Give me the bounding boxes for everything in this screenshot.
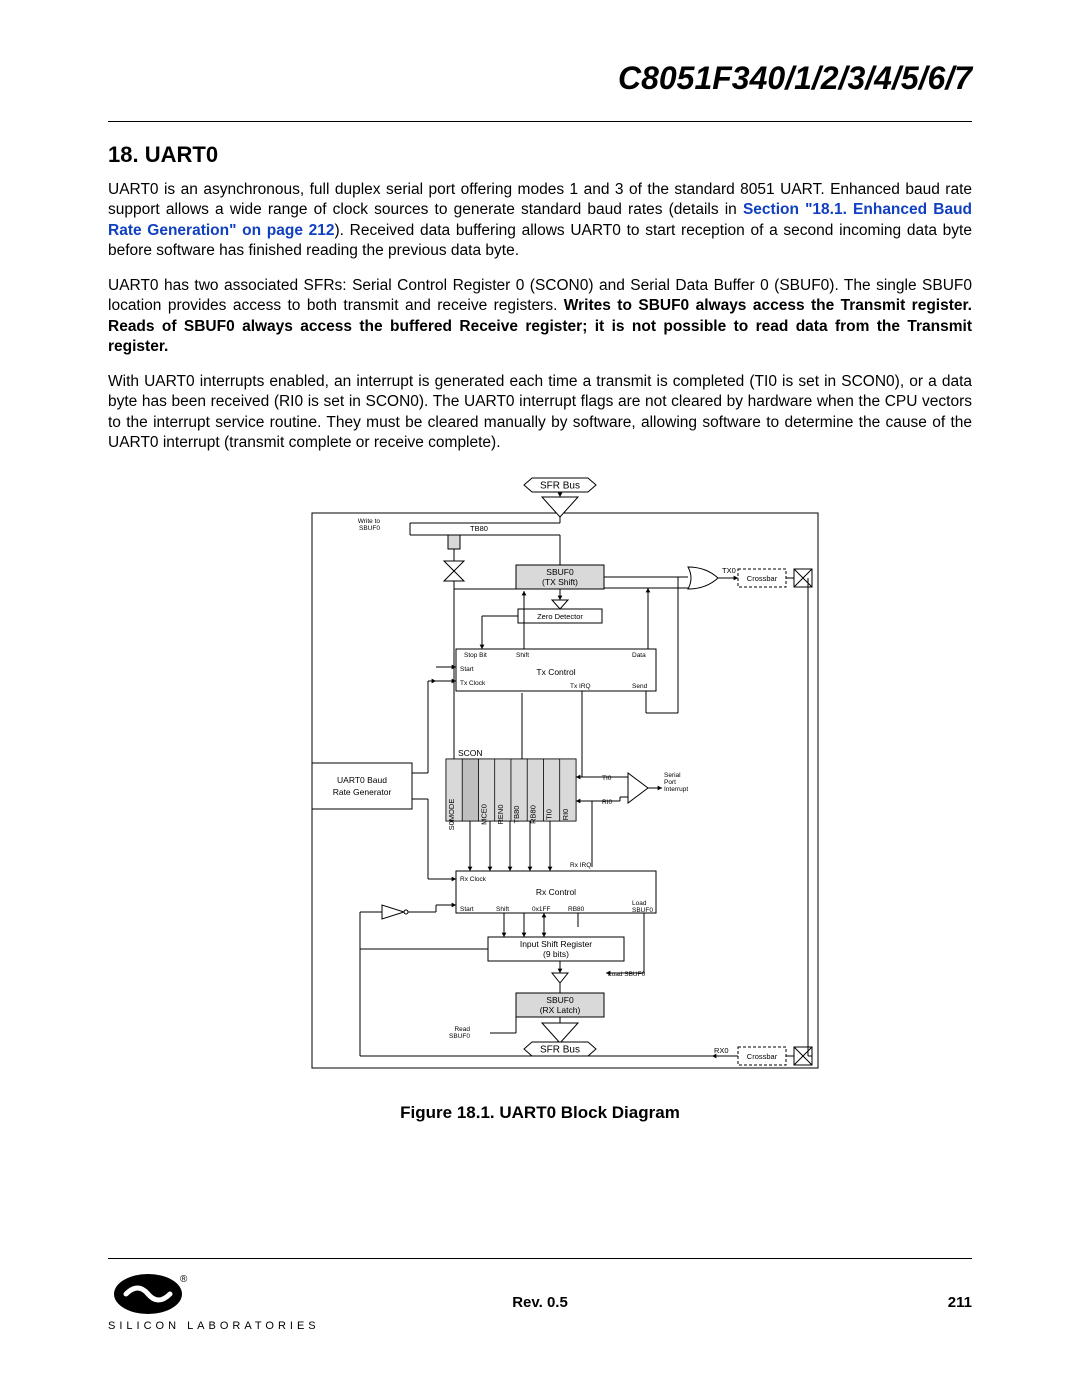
uart-block-diagram: SFR BusWrite toSBUF0TB80SBUF0(TX Shift)Z… [260,473,820,1093]
paragraph-3: With UART0 interrupts enabled, an interr… [108,372,972,454]
svg-text:TB80: TB80 [512,806,521,824]
svg-text:TI0: TI0 [545,810,554,821]
svg-text:SBUF0: SBUF0 [449,1033,470,1040]
svg-text:(9 bits): (9 bits) [543,949,569,959]
top-rule [108,121,972,122]
svg-text:UART0 Baud: UART0 Baud [337,775,387,785]
svg-text:(TX Shift): (TX Shift) [542,577,578,587]
figure-caption: Figure 18.1. UART0 Block Diagram [108,1103,972,1123]
svg-text:Rx IRQ: Rx IRQ [570,862,591,869]
svg-text:SFR Bus: SFR Bus [540,1045,580,1056]
paragraph-1: UART0 is an asynchronous, full duplex se… [108,180,972,262]
svg-text:Rx Clock: Rx Clock [460,876,487,883]
section-number: 18. [108,142,139,167]
page-footer: ® SILICON LABORATORIES Rev. 0.5 211 [108,1267,972,1337]
svg-text:Rate Generator: Rate Generator [333,787,392,797]
svg-text:Load SBUF0: Load SBUF0 [608,971,646,978]
svg-text:TI0: TI0 [602,775,612,782]
svg-text:Crossbar: Crossbar [747,574,778,583]
svg-text:MCE0: MCE0 [480,805,489,826]
svg-text:Stop Bit: Stop Bit [464,652,487,659]
svg-text:SBUF0: SBUF0 [632,907,653,914]
svg-text:®: ® [180,1274,188,1285]
logo-icon: ® [108,1272,188,1316]
svg-text:SBUF0: SBUF0 [546,995,574,1005]
svg-text:RB80: RB80 [568,906,585,913]
svg-text:Crossbar: Crossbar [747,1052,778,1061]
svg-text:Start: Start [460,906,474,913]
svg-text:Input Shift Register: Input Shift Register [520,939,592,949]
svg-text:Start: Start [460,666,474,673]
svg-text:(RX Latch): (RX Latch) [540,1005,581,1015]
svg-text:Data: Data [632,652,646,659]
svg-text:TX0: TX0 [722,566,736,575]
svg-text:Rx Control: Rx Control [536,887,576,897]
svg-text:Tx Clock: Tx Clock [460,680,486,687]
svg-text:Write to: Write to [358,518,381,525]
svg-text:RI0: RI0 [602,799,613,806]
section-heading: 18. UART0 [108,142,972,168]
svg-text:Zero Detector: Zero Detector [537,612,583,621]
svg-text:SBUF0: SBUF0 [546,567,574,577]
page-number: 211 [948,1294,972,1311]
svg-text:Shift: Shift [516,652,529,659]
svg-text:REN0: REN0 [496,805,505,825]
svg-text:RX0: RX0 [714,1046,729,1055]
svg-text:Read: Read [454,1026,470,1033]
company-logo: ® SILICON LABORATORIES [108,1272,320,1332]
svg-text:SCON: SCON [458,748,483,758]
section-title: UART0 [145,142,218,167]
svg-text:0x1FF: 0x1FF [532,906,550,913]
logo-text: SILICON LABORATORIES [108,1320,320,1332]
document-title: C8051F340/1/2/3/4/5/6/7 [108,60,972,97]
svg-text:S0MODE: S0MODE [447,799,456,831]
svg-text:TB80: TB80 [470,524,488,533]
svg-text:Load: Load [632,900,647,907]
svg-text:Tx IRQ: Tx IRQ [570,683,591,690]
svg-text:SBUF0: SBUF0 [359,525,380,532]
paragraph-2: UART0 has two associated SFRs: Serial Co… [108,276,972,358]
svg-text:Port: Port [664,779,676,786]
svg-text:Tx Control: Tx Control [536,667,575,677]
svg-text:Serial: Serial [664,772,681,779]
svg-text:Send: Send [632,683,648,690]
revision-label: Rev. 0.5 [512,1294,568,1311]
svg-text:SFR Bus: SFR Bus [540,481,580,492]
svg-text:Shift: Shift [496,906,509,913]
svg-text:Interrupt: Interrupt [664,786,688,793]
figure-container: SFR BusWrite toSBUF0TB80SBUF0(TX Shift)Z… [108,473,972,1093]
bottom-rule [108,1258,972,1259]
svg-text:RI0: RI0 [561,809,570,821]
